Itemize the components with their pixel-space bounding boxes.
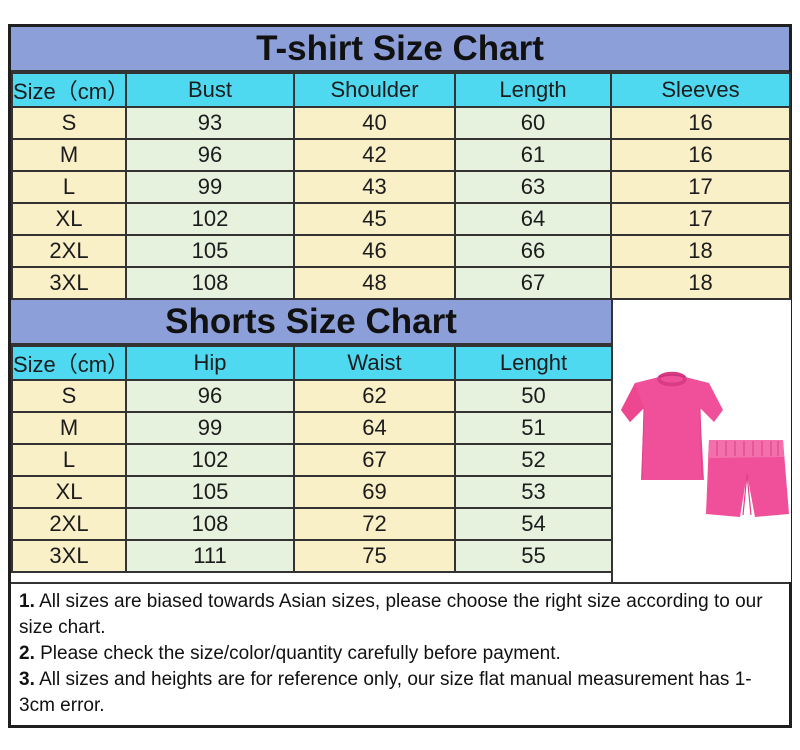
measurement-value-cell: 72 bbox=[293, 507, 456, 541]
product-photo bbox=[613, 300, 791, 582]
table-row: L 102 67 52 bbox=[11, 443, 613, 477]
table-row: S 93 40 60 16 bbox=[11, 106, 791, 140]
measurement-value-cell: 61 bbox=[454, 138, 612, 172]
measurement-value-cell: 105 bbox=[125, 475, 295, 509]
column-header: Shoulder bbox=[293, 72, 456, 108]
product-image bbox=[621, 371, 789, 517]
shorts-chart-title: Shorts Size Chart bbox=[11, 300, 611, 345]
column-header: Lenght bbox=[454, 345, 613, 381]
shorts-table-header-row: Size（cm） Hip Waist Lenght bbox=[11, 345, 613, 381]
size-label-cell: S bbox=[11, 106, 127, 140]
measurement-value-cell: 52 bbox=[454, 443, 613, 477]
column-header: Size（cm） bbox=[11, 72, 127, 108]
measurement-value-cell: 16 bbox=[610, 106, 791, 140]
measurement-value-cell: 96 bbox=[125, 379, 295, 413]
note-item: 2. Please check the size/color/quantity … bbox=[19, 643, 561, 664]
measurement-value-cell: 64 bbox=[454, 202, 612, 236]
measurement-value-cell: 46 bbox=[293, 234, 456, 268]
measurement-value-cell: 99 bbox=[125, 170, 295, 204]
tshirt-size-table: Size（cm） Bust Shoulder Length Sleeves S 93 40 6… bbox=[11, 72, 791, 300]
table-row: 3XL 111 75 55 bbox=[11, 539, 613, 573]
table-row: S 96 62 50 bbox=[11, 379, 613, 413]
size-label-cell: 2XL bbox=[11, 234, 127, 268]
measurement-value-cell: 54 bbox=[454, 507, 613, 541]
note-number: 2. bbox=[19, 643, 35, 664]
notes-section: 1. All sizes are biased towards Asian si… bbox=[11, 582, 789, 725]
table-row: 3XL 108 48 67 18 bbox=[11, 266, 791, 300]
measurement-value-cell: 102 bbox=[125, 202, 295, 236]
table-row: XL 102 45 64 17 bbox=[11, 202, 791, 236]
tshirt-graphic bbox=[621, 371, 723, 480]
measurement-value-cell: 108 bbox=[125, 507, 295, 541]
note-item: 1. All sizes are biased towards Asian si… bbox=[19, 591, 763, 638]
tshirt-chart-title: T-shirt Size Chart bbox=[11, 27, 789, 72]
size-label-cell: XL bbox=[11, 475, 127, 509]
measurement-value-cell: 67 bbox=[454, 266, 612, 300]
note-number: 3. bbox=[19, 669, 35, 690]
size-label-cell: S bbox=[11, 379, 127, 413]
measurement-value-cell: 51 bbox=[454, 411, 613, 445]
shorts-size-table: Size（cm） Hip Waist Lenght S 96 62 50 M 99 64 51 L 10… bbox=[11, 345, 613, 573]
measurement-value-cell: 99 bbox=[125, 411, 295, 445]
measurement-value-cell: 50 bbox=[454, 379, 613, 413]
column-header: Hip bbox=[125, 345, 295, 381]
measurement-value-cell: 102 bbox=[125, 443, 295, 477]
table-row: M 96 42 61 16 bbox=[11, 138, 791, 172]
measurement-value-cell: 93 bbox=[125, 106, 295, 140]
note-number: 1. bbox=[19, 591, 35, 612]
measurement-value-cell: 66 bbox=[454, 234, 612, 268]
measurement-value-cell: 40 bbox=[293, 106, 456, 140]
table-row: M 99 64 51 bbox=[11, 411, 613, 445]
column-header: Length bbox=[454, 72, 612, 108]
measurement-value-cell: 111 bbox=[125, 539, 295, 573]
measurement-value-cell: 64 bbox=[293, 411, 456, 445]
measurement-value-cell: 42 bbox=[293, 138, 456, 172]
measurement-value-cell: 45 bbox=[293, 202, 456, 236]
note-item: 3. All sizes and heights are for referen… bbox=[19, 669, 752, 716]
measurement-value-cell: 105 bbox=[125, 234, 295, 268]
measurement-value-cell: 43 bbox=[293, 170, 456, 204]
column-header: Waist bbox=[293, 345, 456, 381]
measurement-value-cell: 60 bbox=[454, 106, 612, 140]
size-chart-board: T-shirt Size Chart Size（cm） Bust Shoulder L… bbox=[8, 24, 792, 728]
table-row: 2XL 105 46 66 18 bbox=[11, 234, 791, 268]
measurement-value-cell: 67 bbox=[293, 443, 456, 477]
shorts-chart-area: Shorts Size Chart Size（cm） Hip Waist Lenght… bbox=[11, 300, 613, 582]
tshirt-table-header-row: Size（cm） Bust Shoulder Length Sleeves bbox=[11, 72, 791, 108]
size-label-cell: M bbox=[11, 411, 127, 445]
table-row: XL 105 69 53 bbox=[11, 475, 613, 509]
size-label-cell: 3XL bbox=[11, 539, 127, 573]
size-label-cell: 3XL bbox=[11, 266, 127, 300]
size-label-cell: XL bbox=[11, 202, 127, 236]
measurement-value-cell: 96 bbox=[125, 138, 295, 172]
shorts-graphic bbox=[706, 440, 789, 517]
column-header: Sleeves bbox=[610, 72, 791, 108]
measurement-value-cell: 62 bbox=[293, 379, 456, 413]
measurement-value-cell: 17 bbox=[610, 170, 791, 204]
measurement-value-cell: 108 bbox=[125, 266, 295, 300]
size-label-cell: L bbox=[11, 170, 127, 204]
size-label-cell: M bbox=[11, 138, 127, 172]
table-row: 2XL 108 72 54 bbox=[11, 507, 613, 541]
column-header: Size（cm） bbox=[11, 345, 127, 381]
table-row: L 99 43 63 17 bbox=[11, 170, 791, 204]
measurement-value-cell: 18 bbox=[610, 234, 791, 268]
measurement-value-cell: 48 bbox=[293, 266, 456, 300]
size-label-cell: L bbox=[11, 443, 127, 477]
measurement-value-cell: 63 bbox=[454, 170, 612, 204]
measurement-value-cell: 18 bbox=[610, 266, 791, 300]
measurement-value-cell: 69 bbox=[293, 475, 456, 509]
size-label-cell: 2XL bbox=[11, 507, 127, 541]
column-header: Bust bbox=[125, 72, 295, 108]
shorts-section: Shorts Size Chart Size（cm） Hip Waist Lenght… bbox=[11, 300, 791, 582]
measurement-value-cell: 55 bbox=[454, 539, 613, 573]
measurement-value-cell: 75 bbox=[293, 539, 456, 573]
measurement-value-cell: 53 bbox=[454, 475, 613, 509]
measurement-value-cell: 17 bbox=[610, 202, 791, 236]
measurement-value-cell: 16 bbox=[610, 138, 791, 172]
